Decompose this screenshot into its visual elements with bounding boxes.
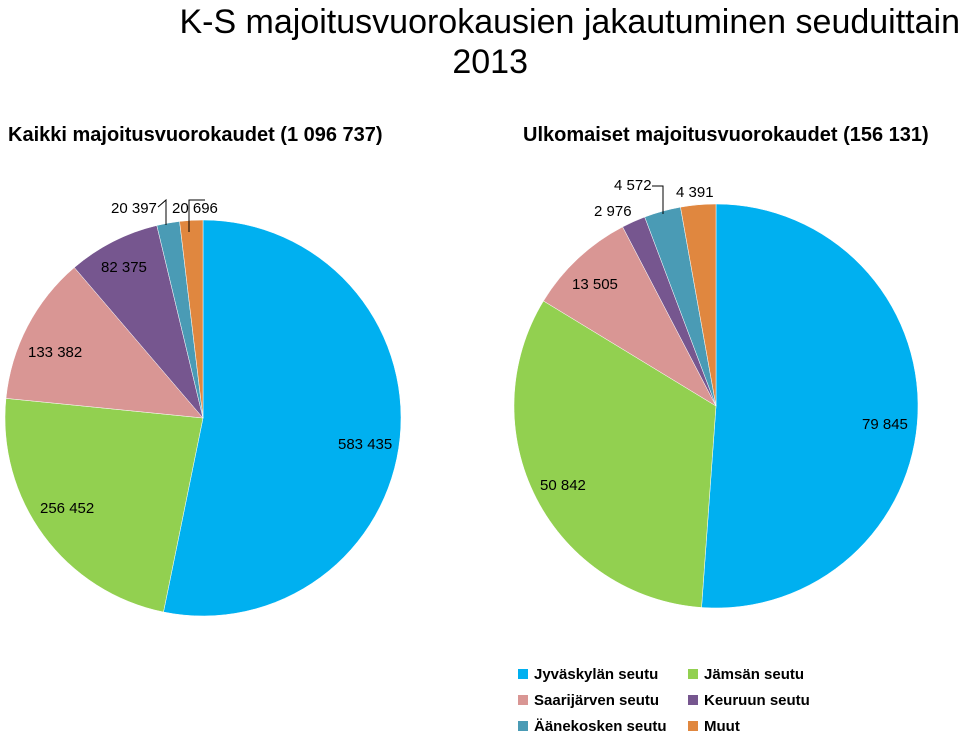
legend-label: Muut (704, 718, 740, 735)
data-label: 79 845 (862, 416, 908, 433)
legend-label: Keuruun seutu (704, 692, 810, 709)
legend-item: Jämsän seutu (688, 666, 804, 683)
chart-title: K-S majoitusvuorokausien jakautuminen se… (0, 2, 960, 82)
data-label: 256 452 (40, 500, 94, 517)
pie-left-title: Kaikki majoitusvuorokaudet (1 096 737) (8, 124, 383, 146)
legend-item: Jyväskylän seutu (518, 666, 658, 683)
leader-line (157, 198, 167, 225)
data-label: 583 435 (338, 436, 392, 453)
leader-line (188, 199, 205, 232)
chart-title-line1: K-S majoitusvuorokausien jakautuminen se… (179, 3, 960, 41)
data-label: 20 696 (172, 200, 218, 217)
pie-slice-muut (179, 219, 204, 419)
pie-slice-jyväskylän-seutu (163, 219, 402, 617)
legend-swatch (688, 669, 698, 679)
legend-item: Muut (688, 718, 740, 735)
pie-slice-jämsän-seutu (4, 398, 204, 613)
data-label: 4 391 (676, 184, 714, 201)
pie-right-title: Ulkomaiset majoitusvuorokaudet (156 131) (523, 124, 929, 146)
legend-swatch (518, 721, 528, 731)
chart-title-line2: 2013 (452, 43, 528, 81)
legend-label: Jämsän seutu (704, 666, 805, 683)
legend-label: Jyväskylän seutu (534, 666, 659, 683)
pie-slice-saarijärven-seutu (543, 226, 717, 407)
data-label: 82 375 (101, 259, 147, 276)
data-label: 133 382 (28, 344, 82, 361)
data-label: 4 572 (614, 177, 652, 194)
legend-swatch (688, 721, 698, 731)
legend-item: Saarijärven seutu (518, 692, 659, 709)
data-label: 50 842 (540, 477, 586, 494)
data-label: 13 505 (572, 276, 618, 293)
legend-label: Äänekosken seutu (534, 718, 667, 735)
pie-slice-jämsän-seutu (513, 300, 717, 608)
legend-item: Keuruun seutu (688, 692, 810, 709)
legend-item: Äänekosken seutu (518, 718, 667, 735)
pie-slice-saarijärven-seutu (5, 267, 204, 419)
pie-all: 583 435 256 452 133 382 82 375 20 397 20 696 (4, 198, 402, 617)
data-label: 20 397 (111, 200, 157, 217)
pie-slice-jyväskylän-seutu (701, 203, 919, 609)
pie-slice-muut (680, 203, 717, 407)
legend-label: Saarijärven seutu (534, 692, 660, 709)
leader-line (652, 185, 664, 214)
pie-foreign: 79 845 50 842 13 505 2 976 4 572 4 391 (513, 177, 919, 609)
legend-swatch (518, 669, 528, 679)
legend-swatch (688, 695, 698, 705)
data-label: 2 976 (594, 203, 632, 220)
legend-swatch (518, 695, 528, 705)
